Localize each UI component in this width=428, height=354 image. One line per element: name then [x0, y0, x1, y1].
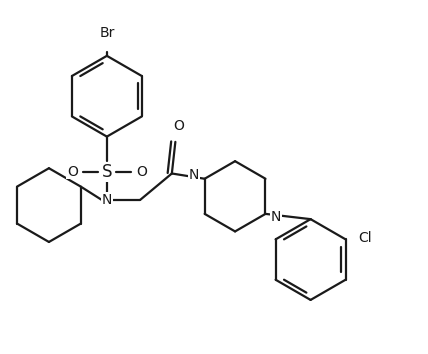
Text: S: S	[101, 163, 112, 181]
Text: O: O	[136, 165, 147, 179]
Text: Br: Br	[99, 26, 115, 40]
Text: N: N	[102, 193, 112, 207]
Text: O: O	[173, 119, 184, 133]
Text: Cl: Cl	[358, 230, 372, 245]
Text: N: N	[271, 210, 281, 224]
Text: N: N	[189, 168, 199, 182]
Text: O: O	[67, 165, 78, 179]
